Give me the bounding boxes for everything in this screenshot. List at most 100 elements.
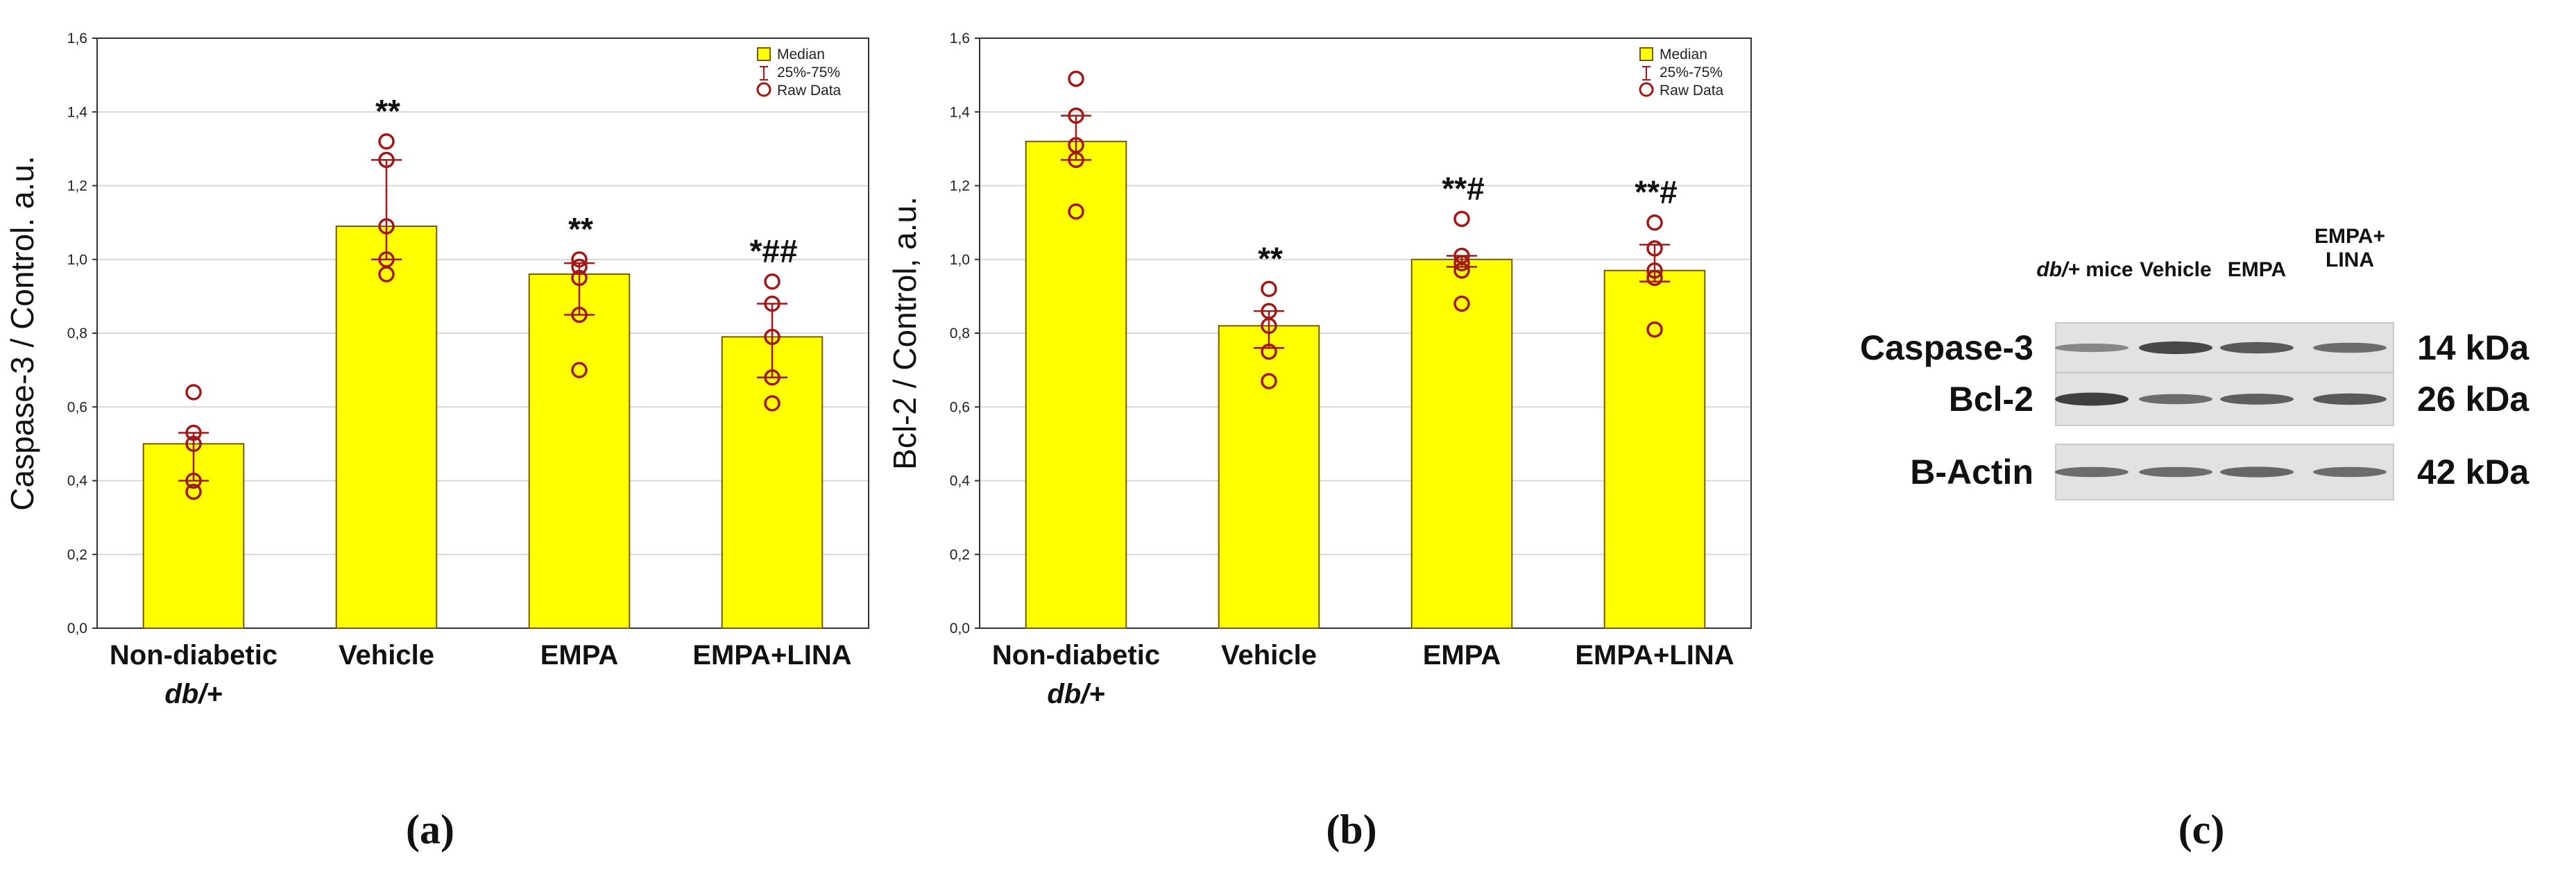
panel-label-c: (c) (2178, 807, 2225, 852)
significance-label: *## (749, 233, 797, 269)
raw-data-point (185, 435, 202, 453)
raw-data-point (1068, 203, 1084, 220)
significance-label: ** (568, 211, 593, 247)
raw-data-point (764, 295, 781, 312)
bar (1218, 325, 1320, 629)
raw-data-point (571, 251, 588, 268)
blot-band (2055, 392, 2129, 406)
raw-data-point (378, 133, 395, 150)
plot-frame (96, 37, 869, 629)
y-tick-label: 0,8 (950, 326, 970, 342)
raw-data-point (764, 369, 781, 386)
category-label: Non-diabetic (110, 640, 278, 671)
raw-data-point (185, 384, 202, 401)
category-label: Vehicle (339, 640, 434, 671)
y-tick-label: 1,0 (67, 252, 87, 268)
blot-band (2139, 394, 2212, 405)
bar (1025, 140, 1127, 629)
lane-label: LINA (2326, 249, 2374, 271)
bar (335, 225, 438, 629)
lane-label: EMPA (2228, 258, 2286, 281)
legend-median-swatch (1639, 47, 1653, 61)
molecular-weight-label: 26 kDa (2417, 380, 2530, 419)
y-tick-label: 1,6 (67, 31, 87, 47)
western-blot: db/+ mice Vehicle EMPA EMPA+LINA Caspase-3 14… (1860, 225, 2530, 500)
protein-label: Bcl-2 (1949, 380, 2033, 419)
y-tick-label: 1,4 (950, 104, 971, 120)
raw-data-point (764, 395, 781, 412)
raw-data-point (1068, 70, 1084, 87)
raw-data-point (1261, 343, 1277, 360)
raw-data-point (571, 306, 588, 323)
category-label: Non-diabetic (992, 640, 1160, 671)
blot-band (2055, 466, 2129, 478)
category-label: EMPA (540, 640, 619, 671)
plot-frame (979, 37, 1752, 629)
molecular-weight-label: 42 kDa (2417, 453, 2530, 491)
y-tick-label: 1,2 (67, 178, 87, 194)
legend-raw-marker (1639, 82, 1654, 97)
blot-band (2139, 466, 2212, 478)
legend-median-label: Median (1660, 47, 1707, 62)
raw-data-point (764, 273, 781, 290)
legend-iqr-label: 25%-75% (1660, 65, 1723, 81)
raw-data-point (1261, 280, 1277, 297)
bar (1410, 258, 1513, 629)
legend-raw-marker (756, 82, 771, 97)
bar (528, 273, 631, 629)
raw-data-point (185, 424, 202, 441)
bcl-2-chart: 0,0 0,2 0,4 0,6 0,8 1,0 1,2 1,4 1,6 Bcl-2 / Contr… (887, 31, 1752, 709)
molecular-weight-label: 14 kDa (2417, 328, 2530, 367)
y-tick-label: 1,6 (950, 31, 970, 47)
y-tick-label: 0,2 (950, 547, 970, 563)
legend-median-label: Median (777, 47, 825, 62)
raw-data-point (1646, 269, 1663, 287)
blot-band (2220, 466, 2294, 478)
raw-data-point (571, 269, 588, 287)
y-axis-label: Bcl-2 / Control, a.u. (887, 196, 923, 470)
category-label: EMPA (1423, 640, 1501, 671)
y-tick-label: 0,8 (67, 326, 87, 342)
blot-band (2055, 343, 2129, 353)
category-label: EMPA+LINA (1575, 640, 1734, 671)
bar (1603, 269, 1706, 629)
category-label: Vehicle (1221, 640, 1317, 671)
blot-band (2139, 341, 2212, 355)
significance-label: ** (375, 93, 400, 129)
raw-data-point (1646, 321, 1663, 338)
legend-raw-label: Raw Data (1660, 83, 1724, 99)
y-tick-label: 1,2 (950, 178, 970, 194)
raw-data-point (1453, 262, 1470, 279)
caspase-3-chart: 0,0 0,2 0,4 0,6 0,8 1,0 1,2 1,4 1,6 Caspase-3 / C… (4, 31, 869, 709)
bar (721, 336, 824, 629)
panel-label-a: (a) (406, 807, 454, 852)
raw-data-point (185, 483, 202, 500)
raw-data-point (185, 472, 202, 489)
y-tick-label: 1,4 (67, 104, 88, 120)
raw-data-point (1453, 210, 1470, 228)
y-tick-label: 0,0 (67, 621, 87, 637)
raw-data-point (1261, 317, 1277, 335)
raw-data-point (764, 328, 781, 346)
legend-raw-label: Raw Data (777, 83, 842, 99)
protein-label: B-Actin (1910, 453, 2033, 491)
raw-data-point (1453, 295, 1470, 312)
raw-data-point (1068, 107, 1084, 124)
raw-data-point (1646, 214, 1663, 231)
raw-data-point (571, 258, 588, 276)
category-label: EMPA+LINA (692, 640, 851, 671)
lane-label: EMPA+ (2314, 225, 2385, 248)
blot-band (2313, 342, 2387, 353)
raw-data-point (378, 266, 395, 283)
protein-label: Caspase-3 (1860, 328, 2033, 367)
blot-band (2313, 466, 2387, 478)
significance-label: **# (1635, 174, 1677, 210)
y-axis-label: Caspase-3 / Control. a.u. (4, 155, 40, 510)
y-tick-label: 0,4 (950, 473, 971, 489)
category-label-sub: db/+ (164, 679, 222, 709)
y-tick-label: 1,0 (950, 252, 970, 268)
raw-data-point (1646, 262, 1663, 279)
raw-data-point (571, 362, 588, 378)
y-tick-label: 0,6 (950, 399, 970, 415)
